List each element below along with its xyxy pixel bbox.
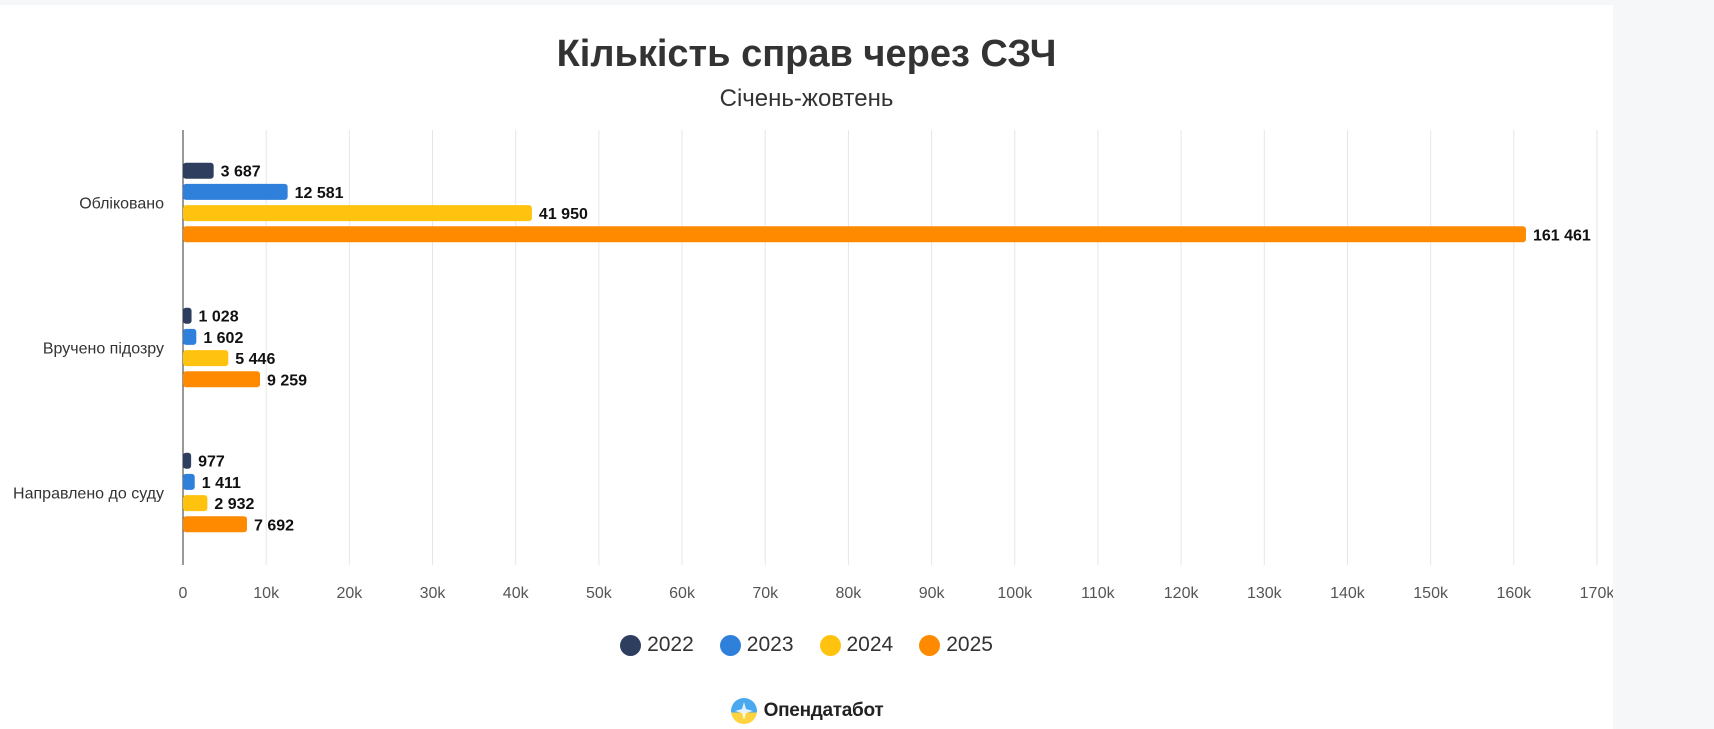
legend-marker-icon xyxy=(819,634,841,656)
data-label: 9 259 xyxy=(267,372,307,389)
data-label: 1 411 xyxy=(202,475,241,492)
bar xyxy=(183,226,1526,243)
x-tick-label: 130k xyxy=(1247,585,1283,602)
x-tick-label: 30k xyxy=(420,585,447,602)
bar xyxy=(183,452,192,469)
x-tick-label: 160k xyxy=(1496,585,1532,602)
legend-marker-icon xyxy=(620,634,642,656)
chart-legend: 2022 2023 2024 2025 xyxy=(0,633,1613,657)
legend-marker-icon xyxy=(919,634,941,656)
opendatabot-logo-icon xyxy=(730,698,757,724)
data-label: 5 446 xyxy=(235,351,275,368)
bar xyxy=(183,307,192,324)
category-label: Обліковано xyxy=(79,196,164,213)
data-label: 12 581 xyxy=(295,185,344,202)
x-tick-label: 100k xyxy=(997,585,1033,602)
category-label: Направлено до суду xyxy=(13,486,164,503)
data-label: 1 028 xyxy=(199,309,239,326)
data-label: 2 932 xyxy=(214,496,254,513)
legend-label: 2024 xyxy=(846,633,894,656)
bar xyxy=(183,495,208,512)
x-tick-label: 60k xyxy=(669,585,696,602)
bar xyxy=(183,371,261,388)
bar xyxy=(183,473,195,490)
x-tick-label: 90k xyxy=(919,585,946,602)
x-tick-label: 10k xyxy=(253,585,280,602)
bar-chart: 0 10k 20k 30k 40k 50k 60k 70k 80k 90k 100k 110k 120k… xyxy=(13,130,1613,602)
chart-title: Кількість справ через СЗЧ xyxy=(556,33,1057,75)
data-label: 161 461 xyxy=(1533,227,1591,244)
x-tick-label: 20k xyxy=(336,585,363,602)
legend-item[interactable]: 2023 xyxy=(719,633,794,657)
data-label: 977 xyxy=(198,454,225,471)
legend-label: 2025 xyxy=(946,633,993,656)
x-tick-label: 80k xyxy=(836,585,863,602)
data-label: 41 950 xyxy=(539,206,588,223)
legend-item[interactable]: 2024 xyxy=(819,633,894,657)
bar xyxy=(183,183,288,200)
data-label: 1 602 xyxy=(203,330,243,347)
legend-item[interactable]: 2022 xyxy=(620,633,694,657)
x-tick-label: 0 xyxy=(179,585,188,602)
x-tick-label: 70k xyxy=(752,585,779,602)
bar xyxy=(183,516,247,533)
chart-subtitle: Січень-жовтень xyxy=(719,85,894,112)
bar xyxy=(183,350,229,367)
legend-item[interactable]: 2025 xyxy=(919,633,993,657)
data-label: 7 692 xyxy=(254,517,294,534)
brand-logo: Опендатабот xyxy=(0,697,1613,725)
x-tick-label: 110k xyxy=(1081,585,1116,602)
x-tick-label: 140k xyxy=(1330,585,1366,602)
legend-label: 2023 xyxy=(746,633,794,656)
bar xyxy=(183,162,214,179)
x-tick-label: 150k xyxy=(1413,585,1449,602)
x-tick-label: 170k xyxy=(1580,585,1613,602)
bar xyxy=(183,205,532,222)
legend-label: 2022 xyxy=(647,633,694,656)
brand-logo-text: Опендатабот xyxy=(763,700,884,721)
x-tick-label: 50k xyxy=(586,585,613,602)
x-tick-label: 40k xyxy=(503,585,530,602)
bar xyxy=(183,328,197,345)
x-tick-label: 120k xyxy=(1164,585,1200,602)
chart-card: Кількість справ через СЗЧ Січень-жовтень… xyxy=(0,5,1613,729)
data-label: 3 687 xyxy=(221,164,261,181)
category-label: Вручено підозру xyxy=(43,341,164,358)
legend-marker-icon xyxy=(719,634,741,656)
